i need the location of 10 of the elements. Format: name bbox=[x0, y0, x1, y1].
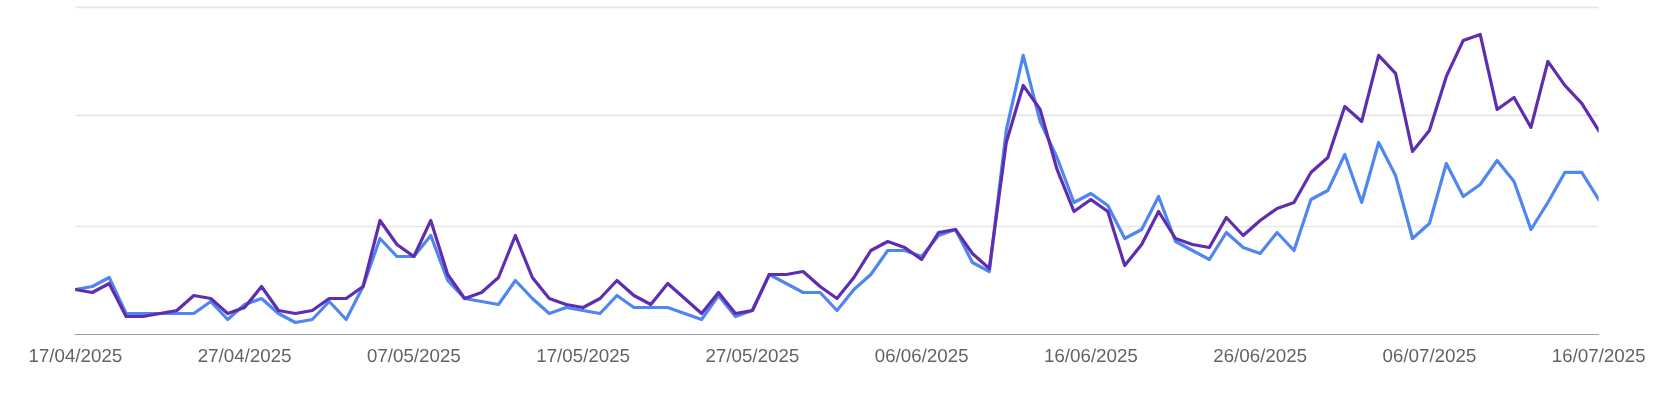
x-tick-label: 27/04/2025 bbox=[198, 348, 291, 363]
x-tick-label: 07/05/2025 bbox=[367, 348, 460, 363]
x-tick-label: 17/04/2025 bbox=[29, 348, 122, 363]
x-tick-label: 17/05/2025 bbox=[537, 348, 630, 363]
x-tick-label: 16/07/2025 bbox=[1553, 348, 1645, 363]
x-tick-label: 06/07/2025 bbox=[1383, 348, 1476, 363]
x-tick-label: 16/06/2025 bbox=[1045, 348, 1138, 363]
x-tick-label: 26/06/2025 bbox=[1214, 348, 1307, 363]
x-tick-label: 27/05/2025 bbox=[706, 348, 799, 363]
x-tick-label: 06/06/2025 bbox=[875, 348, 968, 363]
